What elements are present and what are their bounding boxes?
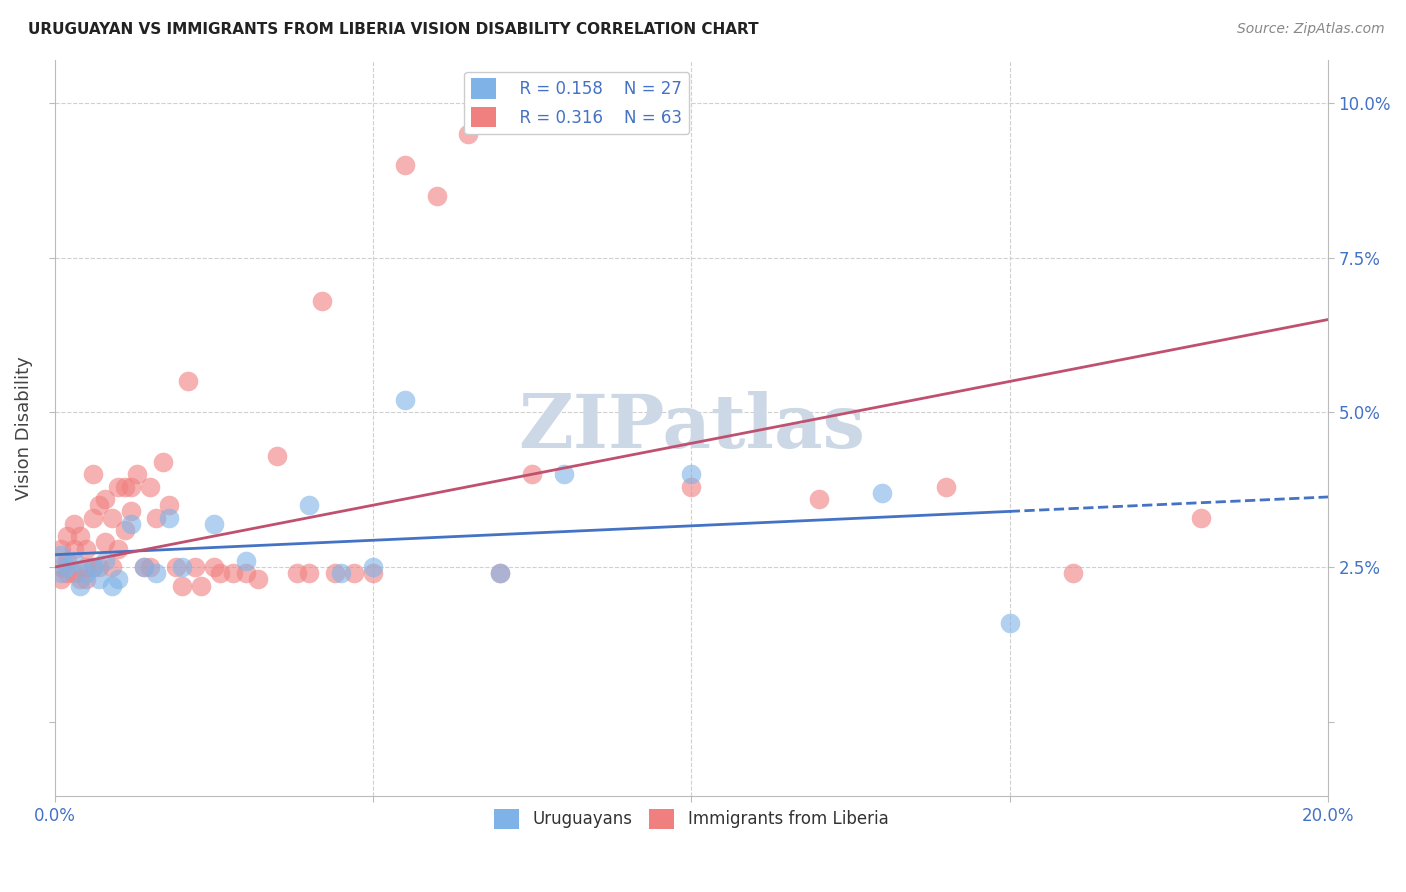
Point: [298, 566, 321, 581]
Point: [202, 560, 225, 574]
Point: [457, 127, 479, 141]
Point: [56, 529, 79, 543]
Point: [75, 541, 97, 556]
Point: [285, 566, 308, 581]
Point: [120, 504, 142, 518]
Point: [489, 566, 512, 581]
Point: [190, 579, 212, 593]
Point: [489, 566, 512, 581]
Point: [87, 560, 110, 574]
Point: [323, 566, 346, 581]
Point: [170, 579, 193, 593]
Point: [101, 560, 124, 574]
Text: ZIPatlas: ZIPatlas: [517, 392, 865, 465]
Point: [330, 566, 353, 581]
Point: [69, 579, 91, 593]
Point: [69, 573, 91, 587]
Point: [114, 523, 136, 537]
Point: [49, 560, 72, 574]
Point: [553, 467, 575, 482]
Point: [681, 467, 703, 482]
Point: [872, 485, 894, 500]
Point: [101, 579, 124, 593]
Point: [82, 510, 104, 524]
Point: [107, 573, 129, 587]
Point: [426, 188, 449, 202]
Y-axis label: Vision Disability: Vision Disability: [15, 356, 32, 500]
Point: [107, 541, 129, 556]
Point: [157, 498, 180, 512]
Point: [807, 491, 830, 506]
Point: [62, 554, 84, 568]
Text: URUGUAYAN VS IMMIGRANTS FROM LIBERIA VISION DISABILITY CORRELATION CHART: URUGUAYAN VS IMMIGRANTS FROM LIBERIA VIS…: [28, 22, 759, 37]
Point: [94, 554, 117, 568]
Point: [361, 560, 384, 574]
Point: [62, 516, 84, 531]
Point: [343, 566, 366, 581]
Point: [62, 566, 84, 581]
Point: [152, 455, 174, 469]
Point: [361, 566, 384, 581]
Point: [62, 541, 84, 556]
Point: [1062, 566, 1084, 581]
Point: [235, 566, 257, 581]
Point: [49, 566, 72, 581]
Point: [209, 566, 232, 581]
Point: [114, 480, 136, 494]
Point: [1189, 510, 1212, 524]
Point: [69, 529, 91, 543]
Point: [170, 560, 193, 574]
Point: [165, 560, 187, 574]
Point: [107, 480, 129, 494]
Point: [394, 392, 416, 407]
Point: [82, 467, 104, 482]
Point: [520, 467, 543, 482]
Text: Source: ZipAtlas.com: Source: ZipAtlas.com: [1237, 22, 1385, 37]
Point: [75, 573, 97, 587]
Point: [202, 516, 225, 531]
Point: [49, 541, 72, 556]
Point: [266, 449, 288, 463]
Point: [298, 498, 321, 512]
Point: [139, 560, 162, 574]
Point: [120, 516, 142, 531]
Point: [87, 498, 110, 512]
Point: [120, 480, 142, 494]
Point: [183, 560, 205, 574]
Point: [145, 510, 167, 524]
Point: [222, 566, 245, 581]
Point: [311, 293, 333, 308]
Point: [177, 375, 200, 389]
Point: [82, 560, 104, 574]
Point: [56, 566, 79, 581]
Point: [998, 615, 1021, 630]
Point: [94, 491, 117, 506]
Point: [56, 554, 79, 568]
Point: [394, 158, 416, 172]
Point: [145, 566, 167, 581]
Point: [132, 560, 155, 574]
Point: [139, 480, 162, 494]
Point: [235, 554, 257, 568]
Point: [87, 573, 110, 587]
Point: [157, 510, 180, 524]
Point: [82, 560, 104, 574]
Point: [75, 560, 97, 574]
Legend: Uruguayans, Immigrants from Liberia: Uruguayans, Immigrants from Liberia: [488, 802, 896, 836]
Point: [101, 510, 124, 524]
Point: [247, 573, 270, 587]
Point: [127, 467, 149, 482]
Point: [56, 560, 79, 574]
Point: [49, 548, 72, 562]
Point: [935, 480, 957, 494]
Point: [132, 560, 155, 574]
Point: [94, 535, 117, 549]
Point: [49, 573, 72, 587]
Point: [681, 480, 703, 494]
Point: [75, 566, 97, 581]
